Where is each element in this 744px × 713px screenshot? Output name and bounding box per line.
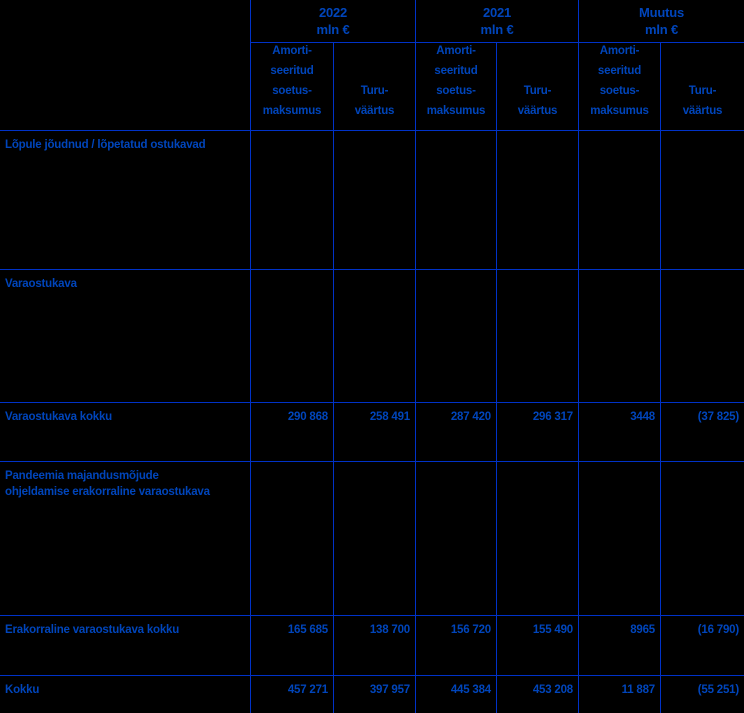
value-cell xyxy=(578,270,660,403)
column-group-year: Muutus xyxy=(638,5,684,20)
value-cell: 397 957 xyxy=(333,676,415,713)
value-cell xyxy=(250,462,333,616)
column-group-unit: mln € xyxy=(316,22,350,37)
value-cell xyxy=(415,270,496,403)
subheader-market-value-muutus: Turu- väärtus xyxy=(660,43,744,131)
value-cell: 296 317 xyxy=(496,403,578,462)
value-cell xyxy=(660,462,744,616)
row-label-app: Varaostukava xyxy=(0,270,250,403)
column-group-2022: 2022 mln € xyxy=(250,0,415,43)
value-cell: 156 720 xyxy=(415,616,496,676)
subheader-market-value-2022: Turu- väärtus xyxy=(333,43,415,131)
column-group-2021: 2021 mln € xyxy=(415,0,578,43)
value-cell xyxy=(333,270,415,403)
column-group-unit: mln € xyxy=(645,22,678,37)
value-cell xyxy=(496,462,578,616)
row-label-grand-total: Kokku xyxy=(5,684,40,696)
value-cell xyxy=(660,131,744,270)
subheader-market-value-2021: Turu- väärtus xyxy=(496,43,578,131)
value-cell xyxy=(578,131,660,270)
value-cell: 155 490 xyxy=(496,616,578,676)
value-cell: (55 251) xyxy=(660,676,744,713)
value-cell: 287 420 xyxy=(415,403,496,462)
value-cell xyxy=(578,462,660,616)
header-corner-spacer xyxy=(0,0,250,43)
value-cell: 8965 xyxy=(578,616,660,676)
column-group-unit: mln € xyxy=(480,22,514,37)
value-cell xyxy=(660,270,744,403)
value-cell xyxy=(415,131,496,270)
value-cell: (37 825) xyxy=(660,403,744,462)
value-cell: 290 868 xyxy=(250,403,333,462)
value-cell: 138 700 xyxy=(333,616,415,676)
row-label-completed-programmes: Lõpule jõudnud / lõpetatud ostukavad xyxy=(0,131,250,270)
value-cell: 258 491 xyxy=(333,403,415,462)
row-label-pepp-total: Erakorraline varaostukava kokku xyxy=(0,616,250,676)
column-group-year: 2021 xyxy=(482,5,512,20)
subheader-spacer xyxy=(0,43,250,131)
value-cell xyxy=(333,131,415,270)
value-cell: 453 208 xyxy=(496,676,578,713)
column-group-muutus: Muutus mln € xyxy=(578,0,744,43)
value-cell: 11 887 xyxy=(578,676,660,713)
row-label-pepp: Pandeemia majandusmõjude ohjeldamise era… xyxy=(0,462,250,616)
subheader-amortised-cost-muutus: Amorti- seeritud soetus- maksumus xyxy=(578,43,660,131)
value-cell xyxy=(250,131,333,270)
subheader-amortised-cost-2021: Amorti- seeritud soetus- maksumus xyxy=(415,43,496,131)
value-cell: 3448 xyxy=(578,403,660,462)
row-label-app-total: Varaostukava kokku xyxy=(0,403,250,462)
value-cell xyxy=(496,131,578,270)
value-cell xyxy=(415,462,496,616)
value-cell: 457 271 xyxy=(250,676,333,713)
value-cell: (16 790) xyxy=(660,616,744,676)
value-cell xyxy=(333,462,415,616)
value-cell xyxy=(496,270,578,403)
subheader-amortised-cost-2022: Amorti- seeritud soetus- maksumus xyxy=(250,43,333,131)
value-cell xyxy=(250,270,333,403)
value-cell: 165 685 xyxy=(250,616,333,676)
column-group-year: 2022 xyxy=(318,5,348,20)
value-cell: 445 384 xyxy=(415,676,496,713)
